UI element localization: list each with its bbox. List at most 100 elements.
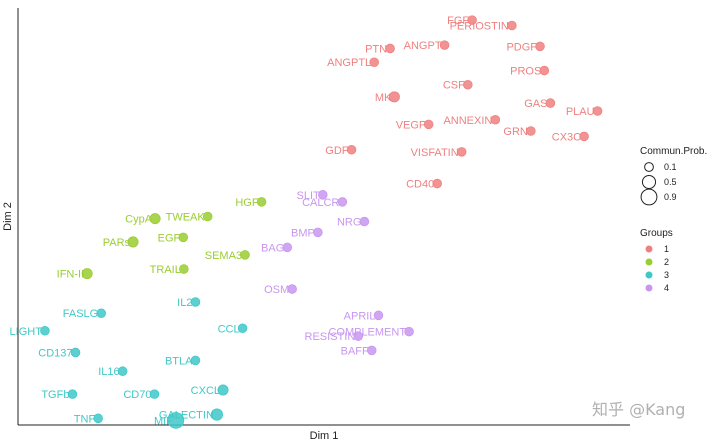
size-legend-title: Commun.Prob. (640, 146, 707, 157)
point-label: PERIOSTIN (450, 21, 509, 33)
point-label: PDGF (506, 41, 537, 53)
point-label: BMP (291, 227, 315, 239)
point-complement (404, 326, 414, 337)
point-label: TNF (74, 413, 96, 425)
point-label: RESISTIN (305, 331, 356, 343)
point-label: CXCL (191, 385, 220, 397)
point-mk (388, 91, 400, 103)
point-label: GRN (503, 126, 528, 138)
point-mif (167, 412, 185, 429)
point-annexin (490, 114, 501, 125)
point-bag (282, 242, 293, 253)
point-plau (592, 106, 603, 116)
point-label: CALCR (302, 197, 339, 209)
point-il16 (117, 366, 128, 376)
point-label: MIF (154, 415, 173, 427)
point-label: CSF (443, 80, 465, 92)
point-label: IFN-II (57, 269, 85, 281)
point-egf (178, 232, 189, 243)
point-label: BAG (261, 242, 284, 254)
point-sema3 (240, 250, 250, 260)
point-label: TRAIL (150, 264, 181, 276)
point-label: CypA (125, 214, 153, 226)
point-pdgf (535, 41, 545, 52)
point-label: ANNEXIN (443, 115, 492, 127)
point-label: OSM (264, 284, 289, 296)
point-label: TWEAK (166, 212, 206, 224)
watermark-text: 知乎 @Kang (592, 400, 685, 419)
point-cd137 (70, 347, 81, 358)
point-trail (179, 264, 189, 274)
point-bmp (313, 227, 323, 238)
point-label: PARs (103, 237, 131, 249)
point-label: GAS (524, 98, 547, 110)
size-legend-label: 0.1 (664, 162, 677, 172)
point-label: PTN (365, 43, 387, 55)
point-label: SEMA3 (205, 250, 242, 262)
point-grn (526, 126, 536, 136)
point-fgf (467, 15, 477, 25)
point-gdf (346, 145, 357, 155)
point-label: CX3C (552, 131, 581, 143)
group-legend-label: 1 (664, 244, 669, 254)
point-label: VISFATIN (411, 147, 459, 159)
point-csf (463, 79, 473, 90)
group-legend: Groups 1 2 3 4 (640, 228, 673, 293)
point-hgf (256, 197, 267, 207)
x-axis-title: Dim 1 (310, 430, 339, 441)
y-axis-title: Dim 2 (2, 202, 14, 231)
group-legend-label: 2 (664, 257, 669, 267)
group-legend-key (645, 284, 653, 292)
point-btla (190, 355, 201, 366)
point-label: MK (375, 92, 392, 104)
point-pros (539, 65, 550, 76)
point-label: BTLA (165, 355, 193, 367)
points-layer (40, 15, 603, 429)
point-label: GDF (325, 145, 349, 157)
point-angpt (439, 40, 450, 50)
group-legend-label: 3 (664, 270, 669, 280)
point-cx3c (579, 131, 589, 142)
point-visfatin (456, 147, 467, 157)
point-gas (545, 98, 556, 108)
point-label: CD137 (38, 347, 72, 359)
point-label: GALECTIN (159, 410, 214, 422)
point-ptn (385, 43, 395, 54)
point-label: VEGF (396, 119, 426, 131)
group-legend-title: Groups (640, 228, 673, 239)
point-nrg (359, 216, 370, 227)
point-light (40, 325, 50, 336)
point-slit (318, 190, 328, 200)
point-label: HGF (235, 197, 259, 209)
group-legend-key (645, 245, 653, 253)
group-legend-label: 4 (664, 283, 669, 293)
point-ifn-ii (81, 268, 93, 280)
point-label: IL2 (177, 297, 192, 309)
size-legend-label: 0.9 (664, 192, 677, 202)
point-label: ANGPT (404, 40, 442, 52)
point-il2 (190, 297, 201, 307)
point-vegf (423, 119, 434, 130)
point-label: FASLG (63, 308, 98, 320)
point-label: COMPLEMENT (328, 327, 406, 339)
size-legend: Commun.Prob. 0.1 0.5 0.9 (640, 146, 707, 206)
point-baff (366, 345, 377, 356)
point-periostin (507, 20, 517, 31)
size-legend-key (641, 174, 657, 190)
point-cd40 (432, 178, 442, 189)
group-legend-key (645, 258, 653, 266)
point-label: CCL (218, 323, 240, 335)
point-label: PROS (510, 66, 541, 78)
point-cypa (149, 213, 161, 225)
point-calcr (337, 197, 348, 207)
point-tnf (93, 413, 103, 424)
point-label: BAFF (341, 345, 369, 357)
point-label: PLAU (566, 106, 595, 118)
point-label: LIGHT (10, 326, 43, 338)
point-april (373, 310, 384, 321)
point-galectin (210, 408, 223, 421)
point-label: IL16 (98, 366, 119, 378)
group-legend-key (645, 271, 653, 279)
